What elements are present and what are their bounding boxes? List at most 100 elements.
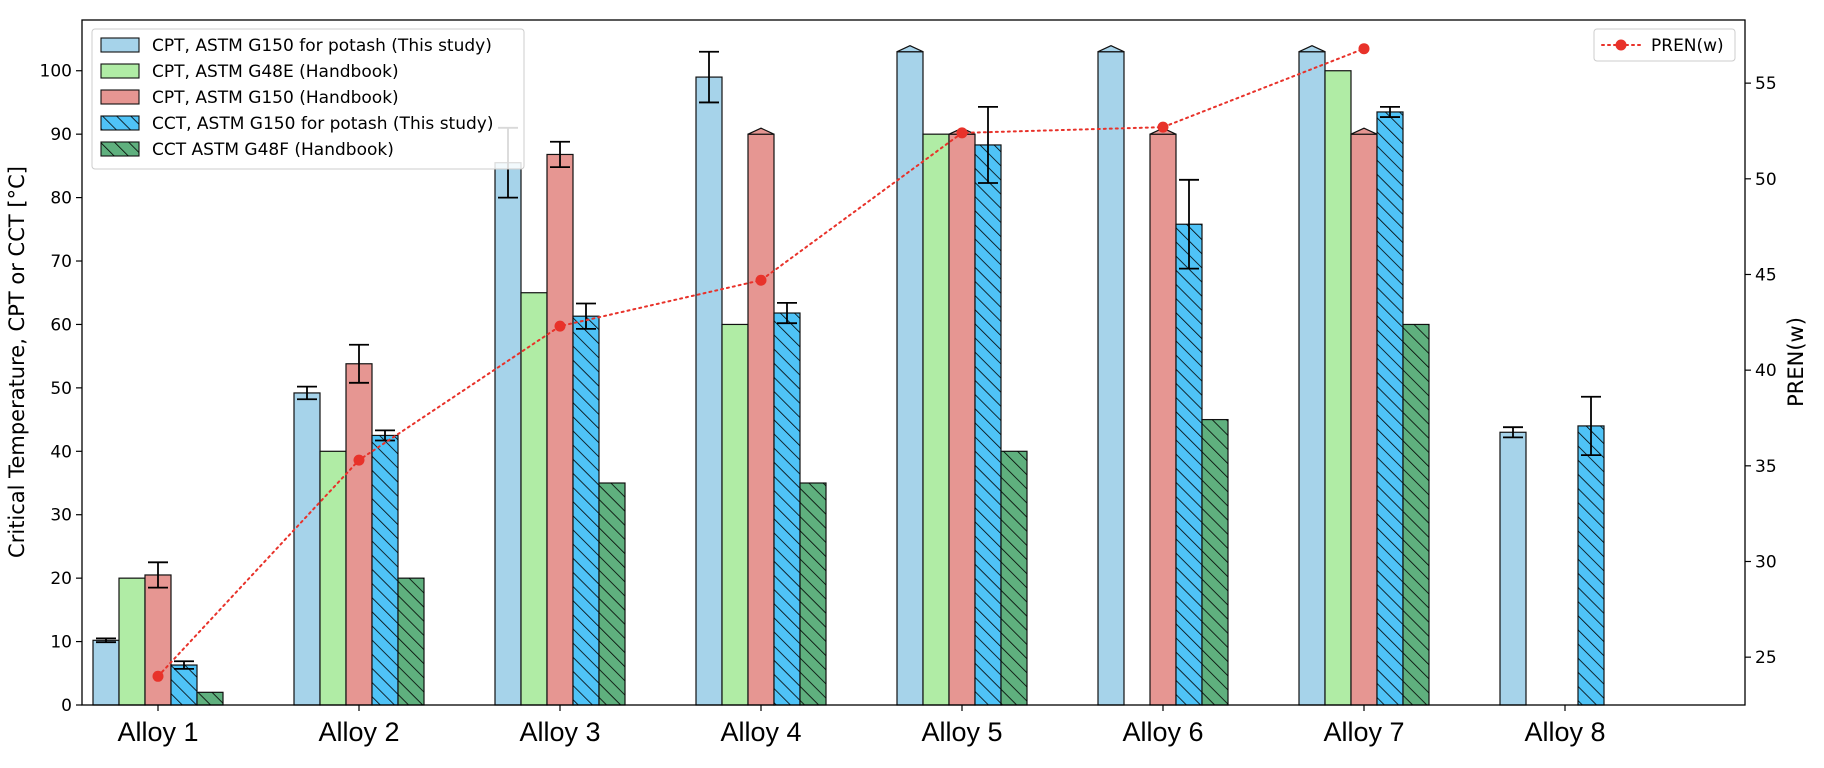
bar-hatch (1377, 111, 1403, 705)
pren-point (1157, 121, 1169, 133)
y-tick-label-left: 90 (50, 125, 72, 145)
y-tick-label-left: 80 (50, 189, 72, 209)
bar (546, 153, 574, 706)
bar (1350, 133, 1378, 706)
y-tick-label-right: 50 (1755, 170, 1777, 190)
pren-line-layer (152, 43, 1370, 682)
y-axis-left-title: Critical Temperature, CPT or CCT [°C] (5, 166, 29, 558)
plot-frame (81, 19, 1746, 706)
y-tick-label-left: 100 (40, 62, 72, 82)
y-tick-label-left: 10 (50, 633, 72, 653)
bar (1324, 70, 1352, 706)
legend-left: CPT, ASTM G150 for potash (This study) CP… (91, 28, 525, 170)
bar-hatch (1202, 419, 1228, 705)
y-tick-label-right: 30 (1755, 552, 1777, 572)
bar-hatch (774, 313, 800, 705)
y-tick-label-right: 35 (1755, 457, 1777, 477)
legend-label: CPT, ASTM G150 for potash (This study) (152, 36, 492, 56)
legend-label: PREN(w) (1651, 36, 1724, 56)
pren-point (1358, 43, 1370, 55)
bar-cap-marker (1298, 45, 1326, 53)
y-tick-label-right: 25 (1755, 648, 1777, 668)
bar-hatch (197, 692, 223, 705)
bar (721, 323, 749, 706)
bar (144, 574, 172, 706)
bar (948, 133, 976, 706)
bar (319, 450, 347, 706)
pren-point (353, 454, 365, 466)
bar-hatch (171, 665, 197, 705)
bar-hatch (1403, 324, 1429, 705)
bar (747, 133, 775, 706)
bar (293, 392, 321, 706)
y-tick-label-right: 45 (1755, 265, 1777, 285)
y-tick-label-left: 70 (50, 252, 72, 272)
x-axis: Alloy 1 Alloy 2 Alloy 3 Alloy 4 Alloy 5 Alloy… (117, 705, 1606, 747)
bar (1499, 431, 1527, 706)
bars-layer (92, 45, 1605, 706)
y-axis-right: 25 30 35 40 45 50 55 (1745, 74, 1777, 668)
bar-hatch (398, 578, 424, 705)
legend-label: CPT, ASTM G48E (Handbook) (152, 62, 399, 82)
x-tick-label: Alloy 2 (318, 717, 399, 747)
bar-hatch (1578, 425, 1604, 705)
y-tick-label-left: 40 (50, 442, 72, 462)
pren-point (956, 127, 968, 139)
x-tick-label: Alloy 1 (117, 717, 198, 747)
x-tick-label: Alloy 4 (720, 717, 801, 747)
bar (118, 577, 146, 706)
bar-hatch (800, 483, 826, 705)
pren-point (152, 670, 164, 682)
x-tick-label: Alloy 8 (1524, 717, 1605, 747)
bar (922, 133, 950, 706)
bar-hatch (372, 435, 398, 705)
y-tick-label-left: 20 (50, 569, 72, 589)
bar-hatch (975, 144, 1001, 705)
error-bars-layer (96, 50, 1601, 670)
bar (92, 639, 120, 706)
legend-label: CPT, ASTM G150 (Handbook) (152, 88, 399, 108)
bar-hatch (599, 483, 625, 705)
bar (695, 76, 723, 706)
legend-swatch (100, 37, 140, 53)
y-tick-label-left: 30 (50, 506, 72, 526)
bar-hatch (1176, 224, 1202, 705)
legend-swatch (100, 89, 140, 105)
legend-label: CCT ASTM G48F (Handbook) (152, 140, 394, 160)
bar (1298, 51, 1326, 706)
bar (494, 162, 522, 706)
x-tick-label: Alloy 3 (519, 717, 600, 747)
legend-right-frame (1593, 28, 1736, 62)
bar (345, 363, 373, 706)
y-axis-right-title: PREN(w) (1784, 317, 1808, 407)
pren-point (755, 274, 767, 286)
y-tick-label-left: 60 (50, 315, 72, 335)
x-tick-label: Alloy 6 (1122, 717, 1203, 747)
bar (520, 292, 548, 706)
bar-hatch (1001, 451, 1027, 705)
bar (896, 51, 924, 706)
legend-line-marker (1615, 39, 1627, 51)
pren-point (554, 320, 566, 332)
legend-right: PREN(w) (1593, 28, 1736, 62)
bar-hatch (573, 316, 599, 705)
x-tick-label: Alloy 7 (1323, 717, 1404, 747)
y-axis-left: 0 10 20 30 40 50 60 70 80 90 100 (40, 62, 82, 716)
bar-cap-marker (747, 127, 775, 135)
bar-cap-marker (896, 45, 924, 53)
x-tick-label: Alloy 5 (921, 717, 1002, 747)
bar-cap-marker (1097, 45, 1125, 53)
legend-left-frame (91, 28, 525, 170)
y-tick-label-left: 50 (50, 379, 72, 399)
y-tick-label-left: 0 (61, 696, 72, 716)
bar (1149, 133, 1177, 706)
legend-label: CCT, ASTM G150 for potash (This study) (152, 114, 493, 134)
y-tick-label-right: 55 (1755, 74, 1777, 94)
y-tick-label-right: 40 (1755, 361, 1777, 381)
legend-swatch (100, 63, 140, 79)
bar (1097, 51, 1125, 706)
legend-swatch-hatch (101, 116, 139, 130)
legend-swatch-hatch (101, 142, 139, 156)
bar-cap-marker (1350, 127, 1378, 135)
